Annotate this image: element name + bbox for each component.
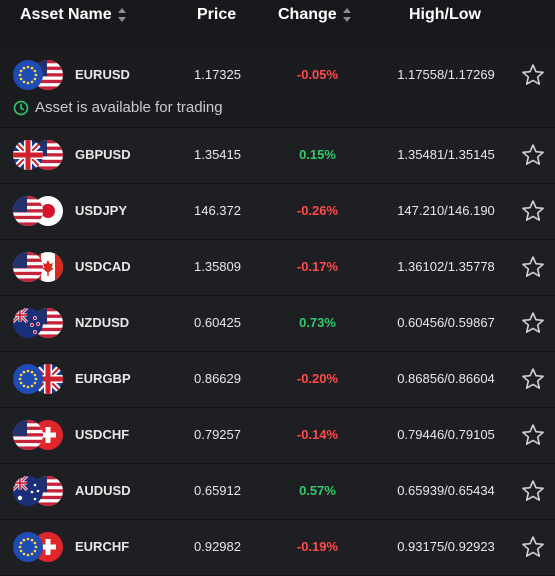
currency-pair-flags <box>13 60 65 92</box>
asset-change: -0.26% <box>296 203 339 218</box>
currency-pair-flags <box>13 420 65 452</box>
asset-row-usdchf[interactable]: USDCHF 0.79257 -0.14% 0.79446/0.79105 <box>0 408 555 464</box>
asset-high-low: 0.93175/0.92923 <box>397 539 495 554</box>
header-high-low-label: High/Low <box>409 6 481 23</box>
star-icon[interactable] <box>520 366 546 392</box>
asset-change: 0.15% <box>299 147 336 162</box>
asset-high-low: 1.36102/1.35778 <box>397 259 495 274</box>
star-icon[interactable] <box>520 478 546 504</box>
asset-price: 0.92982 <box>194 539 241 554</box>
star-icon[interactable] <box>520 254 546 280</box>
header-change[interactable]: Change <box>278 6 352 24</box>
currency-pair-flags <box>13 140 65 172</box>
asset-row-gbpusd[interactable]: GBPUSD 1.35415 0.15% 1.35481/1.35145 <box>0 128 555 184</box>
asset-change: -0.14% <box>296 427 339 442</box>
star-icon[interactable] <box>520 310 546 336</box>
asset-row-eurusd[interactable]: EURUSD 1.17325 -0.05% 1.17558/1.17269 Asset … <box>0 48 555 128</box>
asset-change: -0.05% <box>296 67 339 82</box>
asset-high-low: 0.79446/0.79105 <box>397 427 495 442</box>
asset-row-usdjpy[interactable]: USDJPY 146.372 -0.26% 147.210/146.190 <box>0 184 555 240</box>
asset-row-eurgbp[interactable]: EURGBP 0.86629 -0.20% 0.86856/0.86604 <box>0 352 555 408</box>
currency-pair-flags <box>13 476 65 508</box>
asset-change: 0.73% <box>299 315 336 330</box>
asset-high-low: 1.17558/1.17269 <box>397 67 495 82</box>
asset-symbol: GBPUSD <box>75 147 131 162</box>
asset-price: 0.86629 <box>194 371 241 386</box>
currency-pair-flags <box>13 252 65 284</box>
asset-symbol: NZDUSD <box>75 315 130 330</box>
star-icon[interactable] <box>520 422 546 448</box>
currency-pair-flags <box>13 532 65 564</box>
asset-symbol: EURGBP <box>75 371 131 386</box>
asset-change: -0.20% <box>296 371 339 386</box>
asset-row-nzdusd[interactable]: NZDUSD 0.60425 0.73% 0.60456/0.59867 <box>0 296 555 352</box>
asset-price: 146.372 <box>194 203 241 218</box>
asset-symbol: USDCAD <box>75 259 131 274</box>
asset-change: -0.17% <box>296 259 339 274</box>
asset-list: EURUSD 1.17325 -0.05% 1.17558/1.17269 Asset … <box>0 48 555 576</box>
asset-price: 0.60425 <box>194 315 241 330</box>
header-asset-name[interactable]: Asset Name <box>20 6 127 24</box>
currency-pair-flags <box>13 196 65 228</box>
us-flag-icon <box>13 420 43 450</box>
sort-updown-icon[interactable] <box>342 8 352 22</box>
clock-icon <box>13 100 29 116</box>
table-header: Asset Name Price Change High/Low <box>0 0 555 36</box>
sort-updown-icon[interactable] <box>117 8 127 22</box>
asset-change: -0.19% <box>296 539 339 554</box>
au-flag-icon <box>13 476 43 506</box>
asset-high-low: 1.35481/1.35145 <box>397 147 495 162</box>
availability-status: Asset is available for trading <box>13 99 223 116</box>
asset-symbol: EURUSD <box>75 67 130 82</box>
asset-high-low: 0.65939/0.65434 <box>397 483 495 498</box>
header-high-low: High/Low <box>409 6 481 24</box>
asset-symbol: USDCHF <box>75 427 130 442</box>
asset-high-low: 0.86856/0.86604 <box>397 371 495 386</box>
header-change-label: Change <box>278 6 337 23</box>
currency-pair-flags <box>13 364 65 396</box>
asset-high-low: 0.60456/0.59867 <box>397 315 495 330</box>
asset-price: 0.65912 <box>194 483 241 498</box>
asset-row-usdcad[interactable]: USDCAD 1.35809 -0.17% 1.36102/1.35778 <box>0 240 555 296</box>
nz-flag-icon <box>13 308 43 338</box>
eu-flag-icon <box>13 532 43 562</box>
asset-price: 1.35809 <box>194 259 241 274</box>
currency-pair-flags <box>13 308 65 340</box>
eu-flag-icon <box>13 364 43 394</box>
availability-text: Asset is available for trading <box>35 99 223 116</box>
asset-symbol: AUDUSD <box>75 483 131 498</box>
asset-price: 1.35415 <box>194 147 241 162</box>
asset-price: 0.79257 <box>194 427 241 442</box>
asset-row-eurchf[interactable]: EURCHF 0.92982 -0.19% 0.93175/0.92923 <box>0 520 555 576</box>
asset-price: 1.17325 <box>194 67 241 82</box>
asset-row-audusd[interactable]: AUDUSD 0.65912 0.57% 0.65939/0.65434 <box>0 464 555 520</box>
star-icon[interactable] <box>520 142 546 168</box>
eu-flag-icon <box>13 60 43 90</box>
star-icon[interactable] <box>520 198 546 224</box>
header-price-label: Price <box>197 6 237 23</box>
asset-high-low: 147.210/146.190 <box>397 203 495 218</box>
star-icon[interactable] <box>520 534 546 560</box>
us-flag-icon <box>13 196 43 226</box>
gb-flag-icon <box>13 140 43 170</box>
asset-symbol: USDJPY <box>75 203 128 218</box>
us-flag-icon <box>13 252 43 282</box>
header-price: Price <box>197 6 236 24</box>
asset-symbol: EURCHF <box>75 539 130 554</box>
header-asset-name-label: Asset Name <box>20 6 112 23</box>
star-icon[interactable] <box>520 62 546 88</box>
asset-change: 0.57% <box>299 483 336 498</box>
